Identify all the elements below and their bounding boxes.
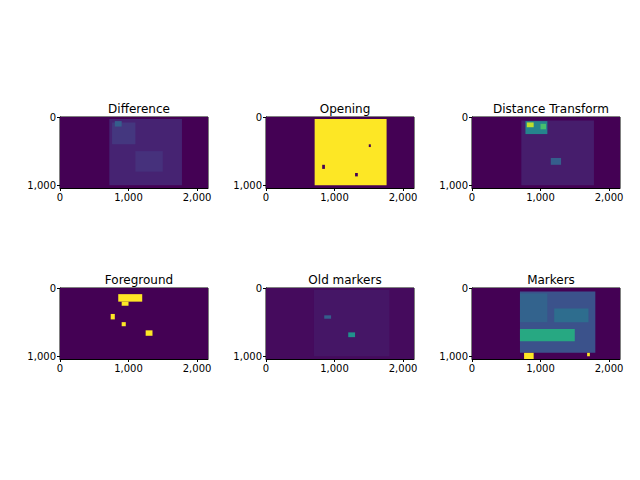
svg-text:Foreground: Foreground	[105, 273, 173, 287]
svg-text:Old markers: Old markers	[308, 273, 381, 287]
svg-text:1,000: 1,000	[27, 351, 56, 362]
svg-text:2,000: 2,000	[595, 192, 624, 203]
svg-text:1,000: 1,000	[233, 351, 262, 362]
svg-text:1,000: 1,000	[320, 192, 349, 203]
svg-text:0: 0	[469, 363, 475, 374]
svg-text:0: 0	[256, 283, 262, 294]
svg-text:1,000: 1,000	[233, 180, 262, 191]
svg-text:0: 0	[462, 112, 468, 123]
svg-text:1,000: 1,000	[27, 180, 56, 191]
svg-text:Distance Transform: Distance Transform	[493, 102, 609, 116]
svg-text:2,000: 2,000	[389, 192, 418, 203]
svg-text:2,000: 2,000	[595, 363, 624, 374]
svg-text:0: 0	[50, 283, 56, 294]
svg-text:1,000: 1,000	[439, 351, 468, 362]
svg-text:Markers: Markers	[527, 273, 575, 287]
svg-text:0: 0	[469, 192, 475, 203]
svg-text:1,000: 1,000	[439, 180, 468, 191]
svg-text:0: 0	[263, 192, 269, 203]
svg-text:0: 0	[263, 363, 269, 374]
svg-text:1,000: 1,000	[526, 363, 555, 374]
svg-text:2,000: 2,000	[183, 363, 212, 374]
svg-text:0: 0	[256, 112, 262, 123]
svg-text:2,000: 2,000	[183, 192, 212, 203]
svg-text:1,000: 1,000	[114, 192, 143, 203]
svg-text:1,000: 1,000	[320, 363, 349, 374]
svg-text:Opening: Opening	[320, 102, 371, 116]
svg-text:1,000: 1,000	[114, 363, 143, 374]
svg-text:0: 0	[57, 192, 63, 203]
svg-text:0: 0	[462, 283, 468, 294]
svg-text:2,000: 2,000	[389, 363, 418, 374]
svg-text:1,000: 1,000	[526, 192, 555, 203]
svg-text:Difference: Difference	[108, 102, 170, 116]
svg-text:0: 0	[50, 112, 56, 123]
svg-text:0: 0	[57, 363, 63, 374]
